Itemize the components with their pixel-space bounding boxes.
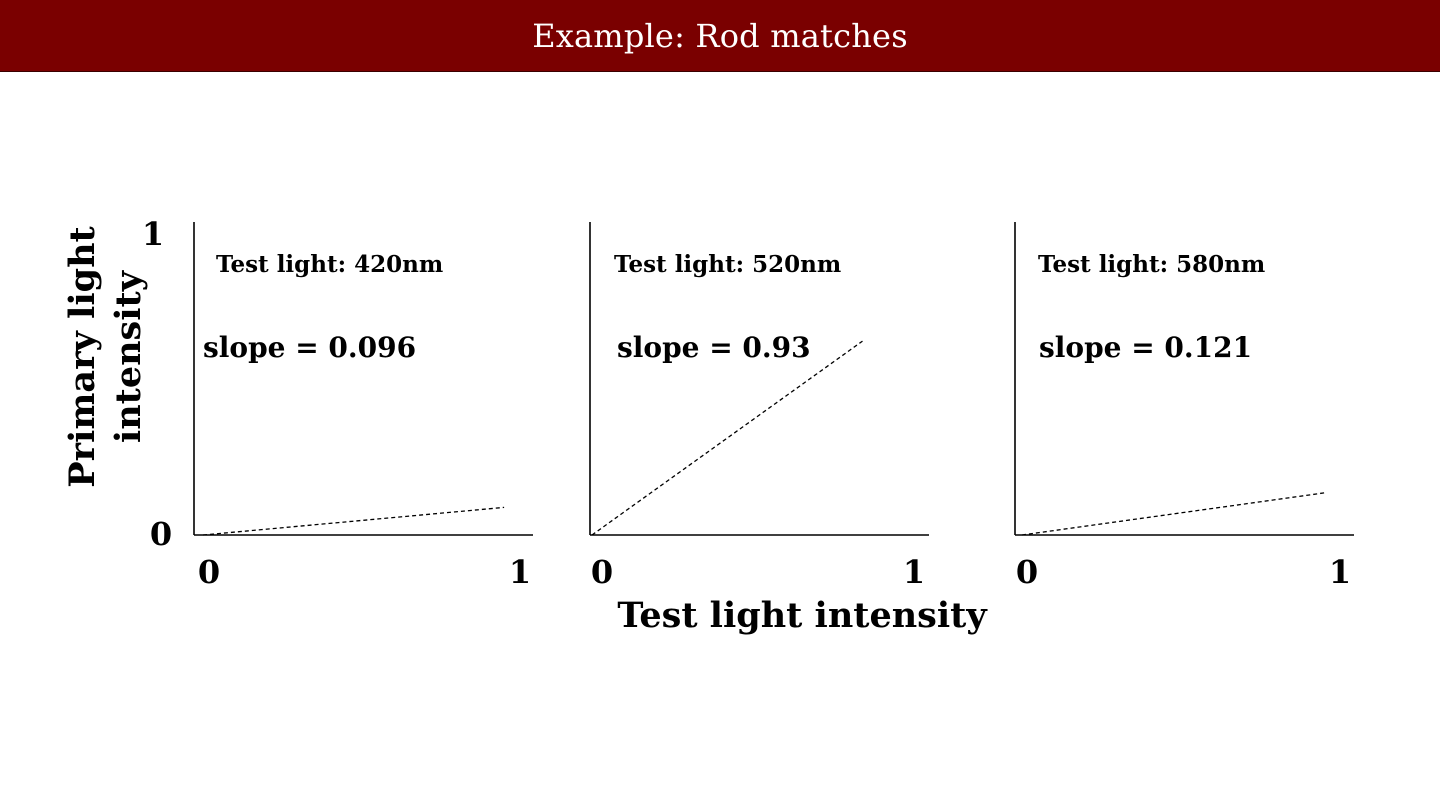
title-bar: Example: Rod matches	[0, 0, 1440, 72]
panel-580nm-x-tick-1: 1	[1329, 553, 1351, 591]
panel-520nm: Test light: 520nm slope = 0.93 0 1	[589, 222, 929, 591]
panel-580nm-x-tick-0: 0	[1016, 553, 1038, 591]
slide-title: Example: Rod matches	[532, 16, 908, 55]
panel-420nm: Test light: 420nm slope = 0.096 0 1	[193, 222, 533, 591]
y-tick-bottom: 0	[150, 515, 172, 553]
panel-580nm-slope-label: slope = 0.121	[1039, 331, 1252, 364]
panel-520nm-x-tick-1: 1	[903, 553, 925, 591]
panel-420nm-annotation: Test light: 420nm	[216, 251, 443, 278]
y-tick-top: 1	[142, 215, 164, 253]
panel-520nm-slope-label: slope = 0.93	[617, 331, 811, 364]
y-axis-title-line2: intensity	[108, 269, 149, 443]
panel-580nm: Test light: 580nm slope = 0.121 0 1	[1014, 222, 1354, 591]
panel-420nm-slope-label: slope = 0.096	[203, 331, 416, 364]
panel-520nm-x-tick-0: 0	[591, 553, 613, 591]
x-axis-title: Test light intensity	[617, 595, 988, 636]
panel-580nm-annotation: Test light: 580nm	[1038, 251, 1265, 278]
panel-420nm-x-tick-0: 0	[198, 553, 220, 591]
panel-420nm-x-tick-1: 1	[509, 553, 531, 591]
panel-520nm-annotation: Test light: 520nm	[614, 251, 841, 278]
panel-520nm-series-line	[591, 340, 863, 536]
panel-580nm-series-line	[1021, 492, 1325, 536]
y-axis-title-line1: Primary light	[62, 226, 103, 487]
panel-420nm-series-line	[202, 506, 505, 536]
